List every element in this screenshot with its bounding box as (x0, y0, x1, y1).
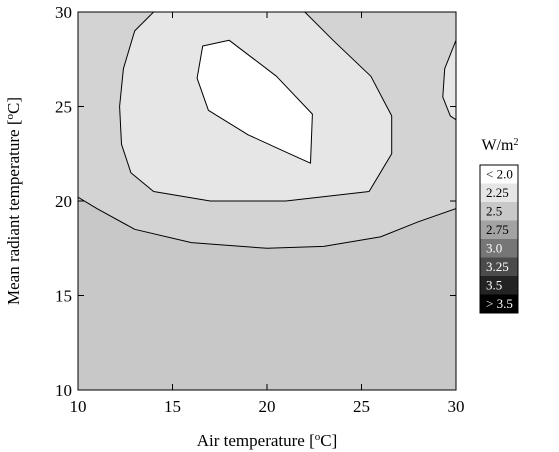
x-tick-label: 15 (164, 397, 181, 416)
legend-swatch (480, 257, 518, 276)
x-tick-label: 20 (259, 397, 276, 416)
y-tick-label: 25 (55, 98, 72, 117)
legend-label: 3.0 (486, 241, 502, 256)
legend-swatch (480, 276, 518, 295)
x-axis: 10 15 20 25 30 (70, 12, 465, 416)
x-tick-label: 30 (448, 397, 465, 416)
legend-label: 3.5 (486, 278, 502, 293)
x-tick-label: 25 (353, 397, 370, 416)
y-tick-label: 20 (55, 192, 72, 211)
y-axis: 10 15 20 25 30 (55, 3, 456, 400)
contour-region (78, 196, 456, 390)
legend-swatch (480, 202, 518, 221)
legend-swatch (480, 183, 518, 202)
x-axis-label: Air temperature [oC] (197, 431, 338, 450)
legend-unit-label: W/m2 (482, 137, 519, 155)
y-tick-label: 15 (55, 287, 72, 306)
y-tick-label: 30 (55, 3, 72, 22)
contour-regions (78, 12, 456, 390)
contour-region (442, 39, 456, 121)
legend-label: 2.25 (486, 185, 509, 200)
legend-swatch (480, 239, 518, 258)
legend-swatch (480, 294, 518, 313)
legend-swatch (480, 165, 518, 184)
legend-label: 2.5 (486, 204, 502, 219)
y-axis-label: Mean radiant temperature [oC] (4, 97, 23, 305)
x-tick-label: 10 (70, 397, 87, 416)
legend: < 2.0 2.25 2.5 2.75 3.0 3.25 3.5 > 3.5 (479, 164, 519, 314)
legend-frame (479, 164, 519, 314)
legend-label: 3.25 (486, 259, 509, 274)
legend-label: > 3.5 (486, 296, 513, 311)
legend-label: < 2.0 (486, 167, 513, 182)
y-tick-label: 10 (55, 381, 72, 400)
legend-swatch (480, 220, 518, 239)
legend-label: 2.75 (486, 222, 509, 237)
contour-region (196, 39, 313, 164)
